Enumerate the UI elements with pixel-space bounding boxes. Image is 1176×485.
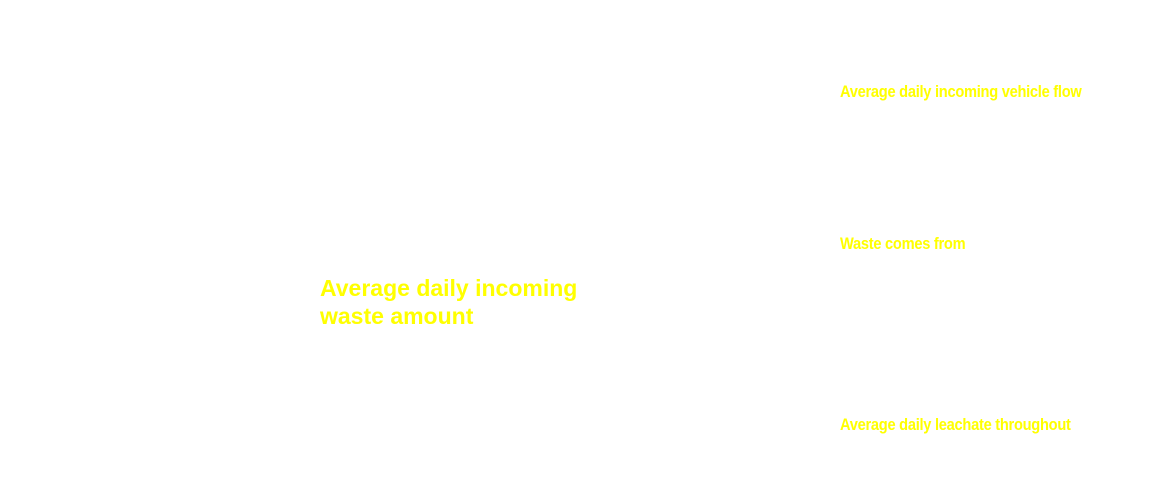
waste-amount-title-line1: Average daily incoming bbox=[320, 275, 578, 301]
waste-amount-title-line2: waste amount bbox=[320, 303, 474, 329]
leachate-title: Average daily leachate throughout bbox=[840, 415, 1071, 434]
waste-source-title: Waste comes from bbox=[840, 234, 966, 253]
vehicle-flow-title: Average daily incoming vehicle flow bbox=[840, 82, 1082, 101]
waste-amount-title: Average daily incoming waste amount bbox=[320, 274, 577, 330]
